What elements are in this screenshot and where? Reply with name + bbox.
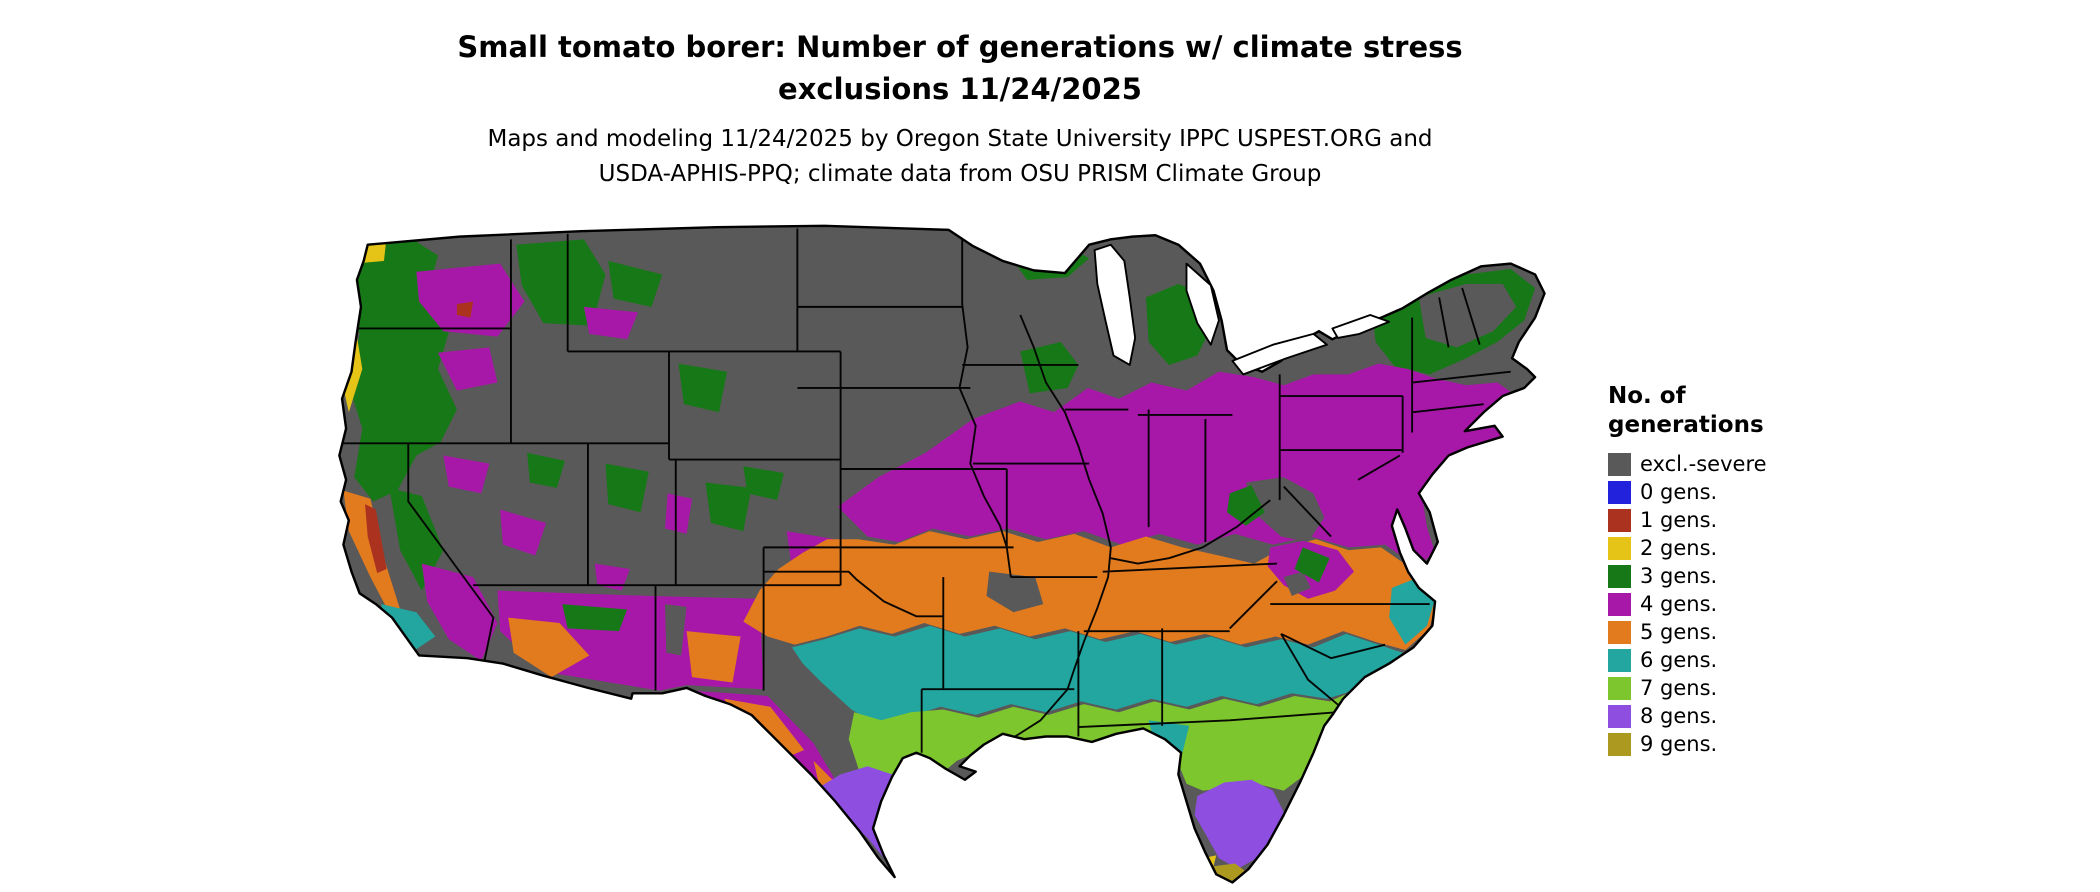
region-excl-new-england-interior (1418, 283, 1517, 348)
region-g3-patch (608, 260, 663, 307)
region-g5-patch (686, 631, 741, 683)
region-g4-patch (421, 563, 498, 661)
legend-swatch-g9 (1608, 732, 1631, 756)
legend-item: 0 gens. (1608, 479, 1858, 504)
region-g4-patch (437, 347, 498, 391)
region-g2-patch (1521, 342, 1544, 361)
region-g4-patch (500, 509, 547, 556)
legend-item-label: 0 gens. (1640, 479, 1718, 504)
region-g8-florida (1194, 779, 1284, 869)
regions-7gens (848, 690, 1355, 829)
page-title: Small tomato borer: Number of generation… (457, 30, 1463, 107)
legend-item-label: 7 gens. (1640, 675, 1718, 700)
region-g6-band (791, 625, 1403, 726)
region-excl-west-virginia (1245, 477, 1325, 542)
great-lakes (1093, 243, 1391, 376)
region-g1-patch (456, 301, 474, 318)
region-g3-patch (389, 487, 444, 591)
legend-item: 5 gens. (1608, 619, 1858, 644)
region-g4-patch (416, 263, 525, 337)
legend-item: 8 gens. (1608, 703, 1858, 728)
region-g3-patch (527, 452, 565, 488)
region-g7-band (848, 690, 1355, 829)
region-g3-patch (1020, 342, 1079, 394)
legend-item-label: 5 gens. (1640, 619, 1718, 644)
legend-item: 9 gens. (1608, 731, 1858, 756)
region-g3-mogollon-rim (562, 604, 628, 632)
legend-items: excl.-severe 0 gens. 1 gens. 2 gens. 3 gens.… (1608, 451, 1858, 756)
region-g4-band (837, 363, 1536, 567)
regions-6gens (381, 604, 1403, 726)
legend-item: 1 gens. (1608, 507, 1858, 532)
legend-item-label: 8 gens. (1640, 703, 1718, 728)
legend-item: 6 gens. (1608, 647, 1858, 672)
legend-swatch-g1 (1608, 508, 1631, 532)
legend-swatch-excl (1608, 452, 1631, 476)
region-excl-s-appalachia (1283, 571, 1311, 597)
legend-swatch-g5 (1608, 620, 1631, 644)
legend-item-label: 3 gens. (1640, 563, 1718, 588)
legend-item-label: 6 gens. (1640, 647, 1718, 672)
lake-michigan (1093, 243, 1137, 366)
region-g5-patch (508, 617, 590, 678)
region-g4-patch (664, 493, 692, 534)
title-block: Small tomato borer: Number of generation… (0, 26, 1920, 110)
region-g6-florida-bigbend (1148, 720, 1190, 753)
regions-5gens (343, 490, 1436, 829)
legend-swatch-g8 (1608, 704, 1631, 728)
legend-item: 4 gens. (1608, 591, 1858, 616)
region-g4-patch (594, 563, 630, 591)
region-g2-patch (348, 236, 387, 264)
region-g6-patch (381, 604, 436, 653)
region-g4-patch (443, 455, 490, 494)
map-fill-layers (339, 225, 1545, 883)
legend-item-label: 1 gens. (1640, 507, 1718, 532)
region-g9-patch (1240, 879, 1257, 883)
legend-swatch-g6 (1608, 648, 1631, 672)
lake-ontario (1331, 314, 1391, 339)
region-g3-patch (605, 463, 649, 513)
region-g3-patch (516, 239, 606, 326)
regions-overlays (365, 283, 1517, 753)
subtitle-block: Maps and modeling 11/24/2025 by Oregon S… (0, 122, 1920, 191)
state-borders (339, 228, 1511, 754)
us-map (338, 223, 1581, 892)
region-g3-patch (678, 363, 728, 413)
legend: No. of generations excl.-severe 0 gens. 1 … (1608, 382, 1858, 761)
region-g8-south-texas (813, 766, 917, 875)
region-g4-patch (583, 306, 638, 340)
us-generations-map-svg (338, 224, 1546, 884)
legend-swatch-g0 (1608, 480, 1631, 504)
region-g3-patch (705, 482, 752, 532)
region-excl-nm-mountains (664, 604, 687, 656)
lake-erie (1231, 332, 1328, 376)
legend-swatch-g4 (1608, 592, 1631, 616)
legend-item: 7 gens. (1608, 675, 1858, 700)
region-g6-carolina-coast (1389, 577, 1436, 645)
legend-item-label: 4 gens. (1640, 591, 1718, 616)
region-g5-band (743, 531, 1436, 651)
legend-swatch-g2 (1608, 536, 1631, 560)
legend-swatch-g3 (1608, 564, 1631, 588)
region-g1-central-valley (365, 504, 387, 574)
legend-swatch-g7 (1608, 676, 1631, 700)
region-g3-patch (743, 466, 784, 501)
region-excl-ozarks (986, 571, 1044, 613)
legend-item-label: excl.-severe (1640, 451, 1767, 476)
region-g3-appalachia (1227, 485, 1265, 526)
legend-item: excl.-severe (1608, 451, 1858, 476)
legend-item: 3 gens. (1608, 563, 1858, 588)
lake-huron (1185, 262, 1220, 346)
legend-item: 2 gens. (1608, 535, 1858, 560)
legend-title: No. of generations (1608, 383, 1764, 438)
legend-item-label: 2 gens. (1640, 535, 1718, 560)
legend-item-label: 9 gens. (1640, 731, 1718, 756)
page-subtitle: Maps and modeling 11/24/2025 by Oregon S… (487, 126, 1433, 187)
region-g3-appalachia (1294, 547, 1330, 583)
